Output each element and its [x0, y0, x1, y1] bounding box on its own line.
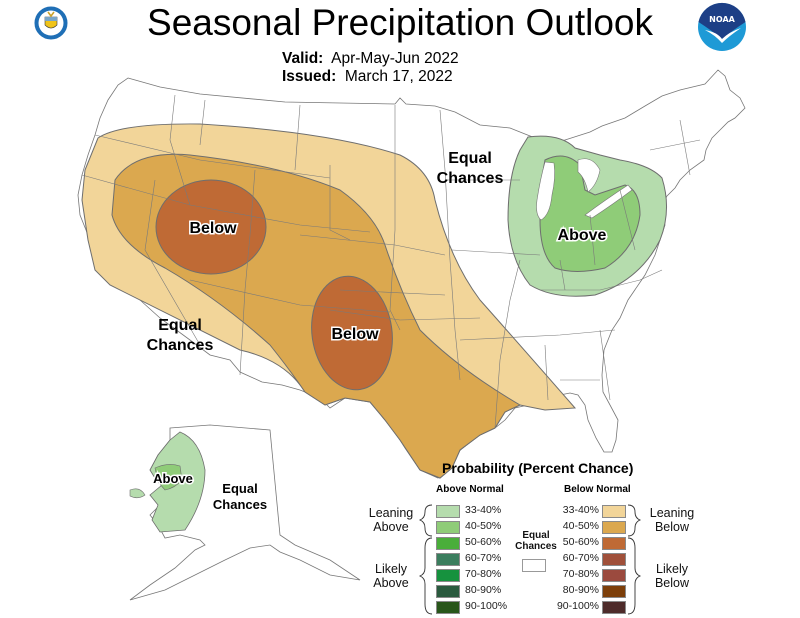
- below-swatch: [602, 537, 626, 550]
- leaning-above-label: Leaning Above: [368, 506, 414, 534]
- below-swatch: [602, 601, 626, 614]
- valid-period: Valid: Apr-May-Jun 2022: [282, 50, 459, 68]
- below-range-label: 90-100%: [556, 600, 599, 612]
- above-swatch: [436, 553, 460, 566]
- noaa-logo-icon: NOAA: [697, 2, 747, 57]
- legend-above-header: Above Normal: [436, 484, 504, 495]
- valid-label: Valid:: [282, 50, 324, 67]
- south-below-50-60-region: [311, 275, 393, 391]
- valid-value: Apr-May-Jun 2022: [331, 50, 459, 67]
- alaska-above-40-50-region: [154, 464, 183, 491]
- above-swatch: [436, 585, 460, 598]
- above-range-label: 80-90%: [465, 584, 502, 596]
- above-range-label: 90-100%: [465, 600, 508, 612]
- midwest-above-label: Above: [558, 227, 607, 244]
- above-swatch: [436, 601, 460, 614]
- south-below-label: Below: [331, 326, 379, 343]
- above-range-label: 33-40%: [465, 504, 502, 516]
- west-below-label: Below: [189, 220, 237, 237]
- page-title: Seasonal Precipitation Outlook: [147, 2, 653, 43]
- below-range-label: 80-90%: [562, 584, 599, 596]
- above-swatch: [436, 569, 460, 582]
- below-swatch: [602, 505, 626, 518]
- below-range-label: 40-50%: [562, 520, 599, 532]
- above-range-label: 60-70%: [465, 552, 502, 564]
- equal-chances-label: Equal Chances: [515, 530, 557, 552]
- alaska-equal-label-line2: Chances: [213, 497, 267, 512]
- likely-above-label: Likely Above: [373, 562, 409, 590]
- lake-huron: [577, 158, 601, 193]
- above-swatch: [436, 505, 460, 518]
- below-range-label: 33-40%: [562, 504, 599, 516]
- above-swatch: [436, 521, 460, 534]
- north-equal-label-line2: Chances: [437, 170, 504, 187]
- lake-erie: [584, 184, 633, 219]
- below-swatch: [602, 569, 626, 582]
- north-equal-label-line1: Equal: [448, 150, 492, 167]
- sw-equal-label-line1: Equal: [158, 317, 202, 334]
- below-range-label: 60-70%: [562, 552, 599, 564]
- above-range-label: 50-60%: [465, 536, 502, 548]
- commerce-seal-icon: [33, 3, 69, 54]
- issued-label: Issued:: [282, 68, 337, 85]
- above-range-label: 70-80%: [465, 568, 502, 580]
- below-swatch: [602, 521, 626, 534]
- legend-below-header: Below Normal: [564, 484, 631, 495]
- below-range-label: 50-60%: [562, 536, 599, 548]
- above-range-label: 40-50%: [465, 520, 502, 532]
- above-swatch: [436, 537, 460, 550]
- legend-braces: [418, 504, 642, 615]
- state-boundaries: [81, 94, 701, 429]
- equal-chances-swatch: [522, 559, 546, 572]
- leaning-below-label: Leaning Below: [649, 506, 695, 534]
- noaa-text: NOAA: [709, 15, 735, 24]
- alaska-equal-label-line1: Equal: [222, 481, 257, 496]
- alaska-above-label: Above: [153, 471, 193, 486]
- legend-title: Probability (Percent Chance): [442, 460, 634, 476]
- issued-date: Issued: March 17, 2022: [282, 68, 453, 86]
- lake-michigan: [536, 161, 555, 221]
- sw-equal-label-line2: Chances: [147, 337, 214, 354]
- likely-below-label: Likely Below: [654, 562, 690, 590]
- issued-value: March 17, 2022: [344, 68, 453, 85]
- below-swatch: [602, 585, 626, 598]
- below-swatch: [602, 553, 626, 566]
- alaska-island: [129, 488, 146, 499]
- below-range-label: 70-80%: [562, 568, 599, 580]
